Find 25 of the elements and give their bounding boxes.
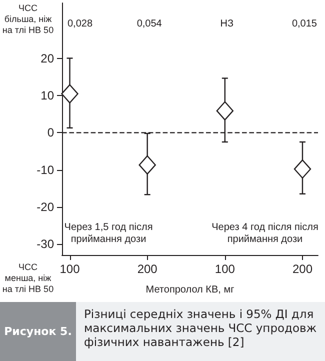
y-tick-label: 10 xyxy=(40,88,54,103)
x-axis-title: Метопролол КВ, мг xyxy=(146,284,235,296)
point xyxy=(61,84,78,104)
point xyxy=(294,159,312,179)
annotation: Через 4 год після після приймання дози xyxy=(210,222,320,246)
y-tick-label: 20 xyxy=(40,52,54,66)
annotation: НЗ xyxy=(220,18,234,30)
y-tick-label: -30 xyxy=(36,236,54,251)
text: ЧСС менша, ніж на тлі НВ 50 xyxy=(2,262,54,294)
text: ЧСС більша, ніж на тлі НВ 50 xyxy=(2,3,54,36)
y-tick-label: -20 xyxy=(36,200,54,214)
x-tick-label: 100 xyxy=(214,262,236,276)
annotation: 0,028 xyxy=(67,18,93,30)
y-tick-label: 0 xyxy=(47,126,54,140)
x-tick-label: 100 xyxy=(60,262,80,276)
x-tick-label: 200 xyxy=(137,262,158,276)
point xyxy=(216,101,234,120)
annotation: 0,054 xyxy=(136,18,162,30)
annotation: Через 1,5 год після приймання дози xyxy=(64,222,153,245)
y-tick-label: -10 xyxy=(36,162,54,177)
annotation: 0,015 xyxy=(292,18,318,30)
text: Рисунок 5. xyxy=(0,302,76,361)
point xyxy=(138,155,156,175)
x-tick-label: 200 xyxy=(292,262,313,276)
text: Різниці середніх значень і 95% ДІ для максимальних значень ЧСС упродовж фізичних навантажень [2] xyxy=(83,306,318,351)
